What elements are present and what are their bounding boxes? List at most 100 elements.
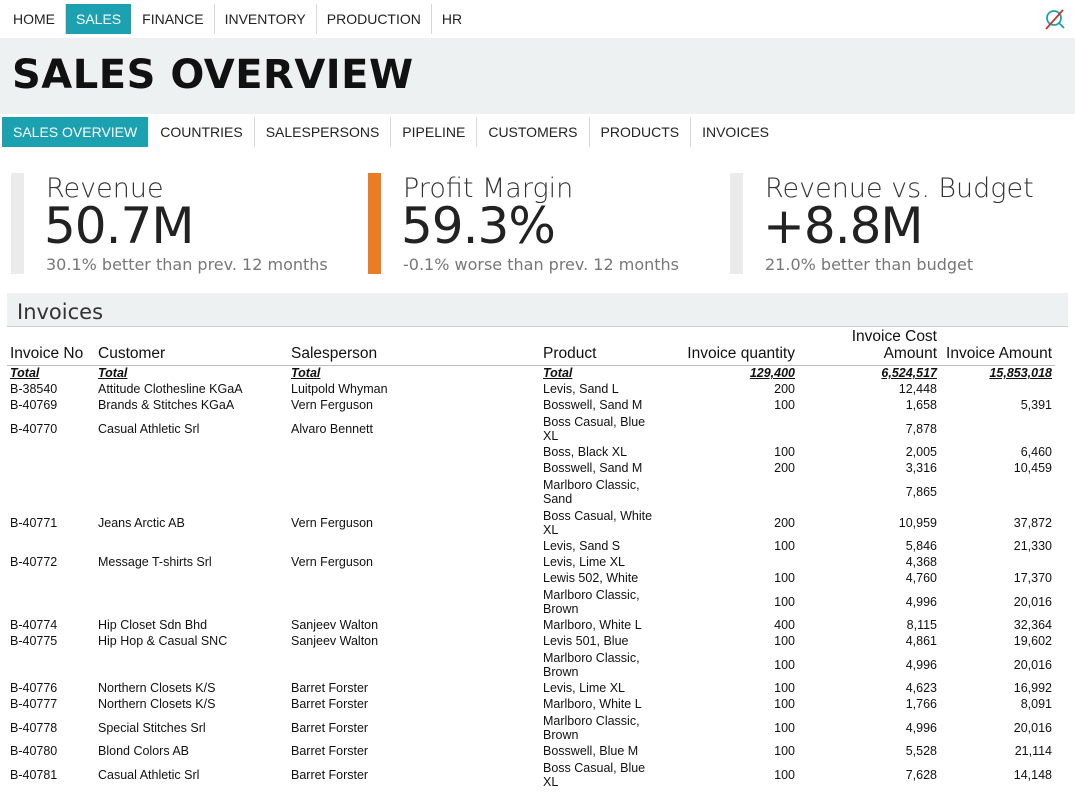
cell-cost-amount: 2,005 xyxy=(905,445,937,459)
cell-invoice-no xyxy=(7,649,95,680)
cell-product: Bosswell, Sand M xyxy=(543,461,643,475)
kpi-accent-bar xyxy=(368,173,381,274)
cell-invoice-amount: 17,370 xyxy=(1013,571,1052,585)
tab-customers[interactable]: CUSTOMERS xyxy=(477,117,590,147)
nav-item-inventory[interactable]: INVENTORY xyxy=(215,4,317,34)
cell-quantity: 100 xyxy=(774,697,795,711)
nav-item-hr[interactable]: HR xyxy=(441,11,463,27)
table-row[interactable]: B-38540 Attitude Clothesline KGaA Luitpold… xyxy=(7,381,1055,397)
tab-countries[interactable]: COUNTRIES xyxy=(149,117,255,147)
tab-salespersons[interactable]: SALESPERSONS xyxy=(255,117,392,147)
cell-invoice-amount: 10,459 xyxy=(1013,461,1052,475)
cell-cost-amount: 12,448 xyxy=(898,382,937,396)
cell-quantity: 100 xyxy=(774,634,795,648)
cell-product: Bosswell, Blue M xyxy=(543,744,639,758)
cell-invoice-no: B-40777 xyxy=(10,697,58,711)
cell-salesperson: Luitpold Whyman xyxy=(291,382,388,396)
table-row[interactable]: B-40770 Casual Athletic Srl Alvaro Bennett… xyxy=(7,413,1055,444)
kpi-profit-margin[interactable]: Profit Margin 59.3% -0.1% worse than pre… xyxy=(368,173,713,275)
tab-products[interactable]: PRODUCTS xyxy=(590,117,692,147)
nav-item-sales[interactable]: SALES xyxy=(66,4,132,34)
invoices-table-container[interactable]: Invoice No Customer Salesperson Product … xyxy=(7,326,1068,801)
tab-pipeline[interactable]: PIPELINE xyxy=(391,117,478,147)
cell-salesperson: Alvaro Bennett xyxy=(291,421,373,436)
tab-sales-overview[interactable]: SALES OVERVIEW xyxy=(2,117,149,147)
table-row[interactable]: B-40781 Casual Athletic Srl Barret Forster… xyxy=(7,759,1055,790)
column-header-salesperson[interactable]: Salesperson xyxy=(288,327,540,366)
cell-salesperson: Sanjeev Walton xyxy=(291,618,379,632)
cell-invoice-amount: 20,016 xyxy=(1013,594,1052,609)
cell-salesperson: Vern Ferguson xyxy=(291,515,373,530)
cell-cost-amount: 4,760 xyxy=(905,571,937,585)
column-header-invoice-amount[interactable]: Invoice Amount xyxy=(940,327,1055,366)
kpi-label: Revenue xyxy=(46,173,164,204)
cell-salesperson: Barret Forster xyxy=(291,681,369,695)
table-row[interactable]: B-40769 Brands & Stitches KGaA Vern Fergus… xyxy=(7,397,1055,413)
cell-customer xyxy=(95,538,288,554)
magnifier-slash-icon[interactable] xyxy=(1043,8,1065,30)
kpi-value: 50.7M xyxy=(44,197,194,255)
cell-invoice-amount: 5,391 xyxy=(1020,398,1052,412)
table-row[interactable]: Marlboro Classic, Sand 7,865 xyxy=(7,476,1055,507)
cell-salesperson xyxy=(288,476,540,507)
cell-quantity: 200 xyxy=(774,382,795,396)
cell-product: Levis, Lime XL xyxy=(543,555,625,569)
cell-invoice-no xyxy=(7,570,95,586)
cell-invoice-no xyxy=(7,586,95,617)
table-row[interactable]: Marlboro Classic, Brown 100 4,996 20,016 xyxy=(7,586,1055,617)
cell-product: Marlboro Classic, Brown xyxy=(543,713,640,742)
table-row[interactable]: B-40776 Northern Closets K/S Barret Forste… xyxy=(7,680,1055,696)
table-row[interactable]: Marlboro Classic, Brown 100 4,996 20,016 xyxy=(7,649,1055,680)
cell-quantity: 200 xyxy=(774,461,795,475)
table-row[interactable]: Boss, Black XL 100 2,005 6,460 xyxy=(7,444,1055,460)
nav-item-finance[interactable]: FINANCE xyxy=(132,4,215,34)
cell-salesperson xyxy=(288,538,540,554)
table-row[interactable]: B-40780 Blond Colors AB Barret Forster Boss… xyxy=(7,743,1055,759)
table-row[interactable]: B-40777 Northern Closets K/S Barret Forste… xyxy=(7,696,1055,712)
cell-product: Boss, Black XL xyxy=(543,445,628,459)
nav-item-production[interactable]: PRODUCTION xyxy=(317,4,432,34)
cell-cost-amount: 5,528 xyxy=(905,744,937,758)
cell-cost-amount: 1,658 xyxy=(905,398,937,412)
cell-invoice-amount: 37,872 xyxy=(1013,515,1052,530)
cell-invoice-no xyxy=(7,460,95,476)
cell-product: Lewis 502, White xyxy=(543,571,639,585)
table-row[interactable]: Levis, Sand S 100 5,846 21,330 xyxy=(7,538,1055,554)
cell-invoice-amount: 21,114 xyxy=(1014,744,1052,758)
table-row[interactable]: B-40772 Message T-shirts Srl Vern Ferguson… xyxy=(7,554,1055,570)
table-row[interactable]: Lewis 502, White 100 4,760 17,370 xyxy=(7,570,1055,586)
cell-invoice-no: B-40780 xyxy=(10,744,58,758)
cell-salesperson: Barret Forster xyxy=(291,697,369,711)
cell-cost-amount: 4,861 xyxy=(905,634,937,648)
cell-invoice-no: B-38540 xyxy=(10,382,58,396)
kpi-comparison: 30.1% better than prev. 12 months xyxy=(46,255,328,274)
kpi-revenue[interactable]: Revenue 50.7M 30.1% better than prev. 12… xyxy=(11,173,351,275)
cell-customer: Northern Closets K/S xyxy=(98,681,216,695)
cell-invoice-amount: 20,016 xyxy=(1013,657,1052,672)
column-header-invoice-no[interactable]: Invoice No xyxy=(7,327,95,366)
table-row[interactable]: B-40775 Hip Hop & Casual SNC Sanjeev Walto… xyxy=(7,633,1055,649)
kpi-revenue-vs-budget[interactable]: Revenue vs. Budget +8.8M 21.0% better th… xyxy=(730,173,1065,275)
cell-salesperson xyxy=(288,444,540,460)
column-header-invoice-cost-amount[interactable]: Invoice Cost Amount xyxy=(798,327,940,366)
column-header-customer[interactable]: Customer xyxy=(95,327,288,366)
cell-salesperson: Barret Forster xyxy=(291,767,369,782)
column-header-invoice-quantity[interactable]: Invoice quantity xyxy=(668,327,798,366)
table-row[interactable]: B-40771 Jeans Arctic AB Vern Ferguson Boss … xyxy=(7,507,1055,538)
cell-quantity: 100 xyxy=(774,539,795,553)
tab-invoices[interactable]: INVOICES xyxy=(702,124,769,140)
sub-nav: SALES OVERVIEW COUNTRIES SALESPERSONS PI… xyxy=(0,116,1075,148)
table-row[interactable]: B-40778 Special Stitches Srl Barret Forste… xyxy=(7,712,1055,743)
cell-quantity: 200 xyxy=(774,515,795,530)
table-row[interactable]: Bosswell, Sand M 200 3,316 10,459 xyxy=(7,460,1055,476)
column-header-product[interactable]: Product xyxy=(540,327,668,366)
cell-product: Bosswell, Sand M xyxy=(543,398,643,412)
cell-quantity xyxy=(668,476,798,507)
cell-product: Levis, Sand S xyxy=(543,539,621,553)
cell-cost-amount: 5,846 xyxy=(905,539,937,553)
total-quantity: 129,400 xyxy=(749,366,795,381)
cell-product: Levis, Sand L xyxy=(543,382,619,396)
nav-item-home[interactable]: HOME xyxy=(3,4,66,34)
table-row[interactable]: B-40774 Hip Closet Sdn Bhd Sanjeev Walton M… xyxy=(7,617,1055,633)
cell-salesperson xyxy=(288,570,540,586)
